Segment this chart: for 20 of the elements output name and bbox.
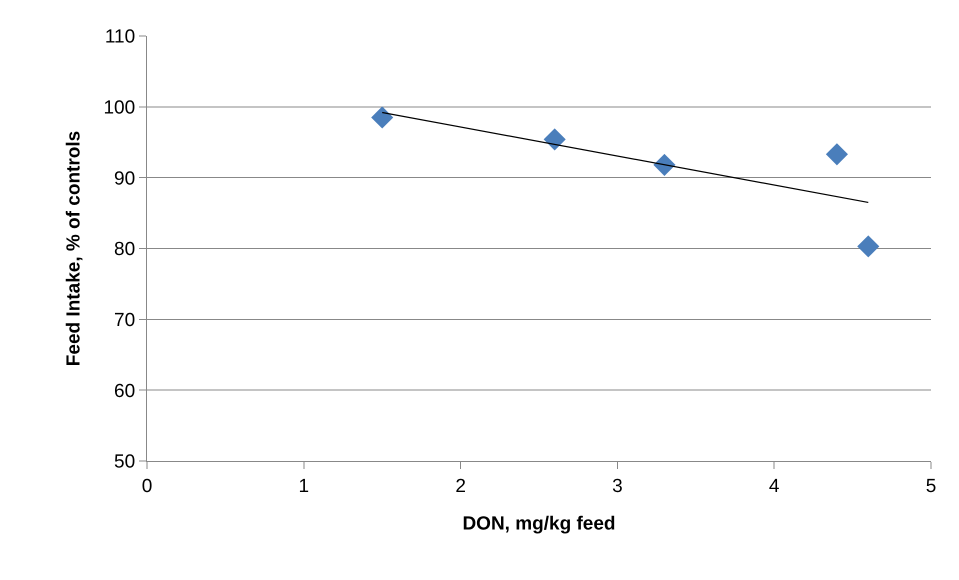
point	[371, 106, 394, 129]
y-tick-label: 90	[114, 168, 136, 190]
x-tick-label: 0	[142, 476, 152, 497]
x-axis-title: DON, mg/kg feed	[462, 514, 616, 535]
x-tick-label: 5	[926, 476, 936, 497]
y-tick-label: 110	[104, 26, 136, 48]
point	[653, 154, 676, 176]
x-tick-label: 1	[298, 476, 310, 497]
x-tick-label: 2	[455, 476, 466, 497]
x-tick-label: 3	[612, 476, 623, 497]
x-tick-label: 4	[768, 476, 780, 497]
y-axis-title: Feed Intake, % of controls	[63, 130, 84, 366]
y-tick-label: 60	[114, 380, 136, 402]
point	[544, 128, 566, 150]
point	[826, 143, 848, 166]
y-tick-label: 80	[114, 239, 136, 260]
y-tick-label: 100	[103, 97, 136, 118]
y-tick-label: 70	[114, 310, 136, 331]
y-tick-label: 50	[114, 452, 136, 473]
point	[857, 235, 880, 258]
